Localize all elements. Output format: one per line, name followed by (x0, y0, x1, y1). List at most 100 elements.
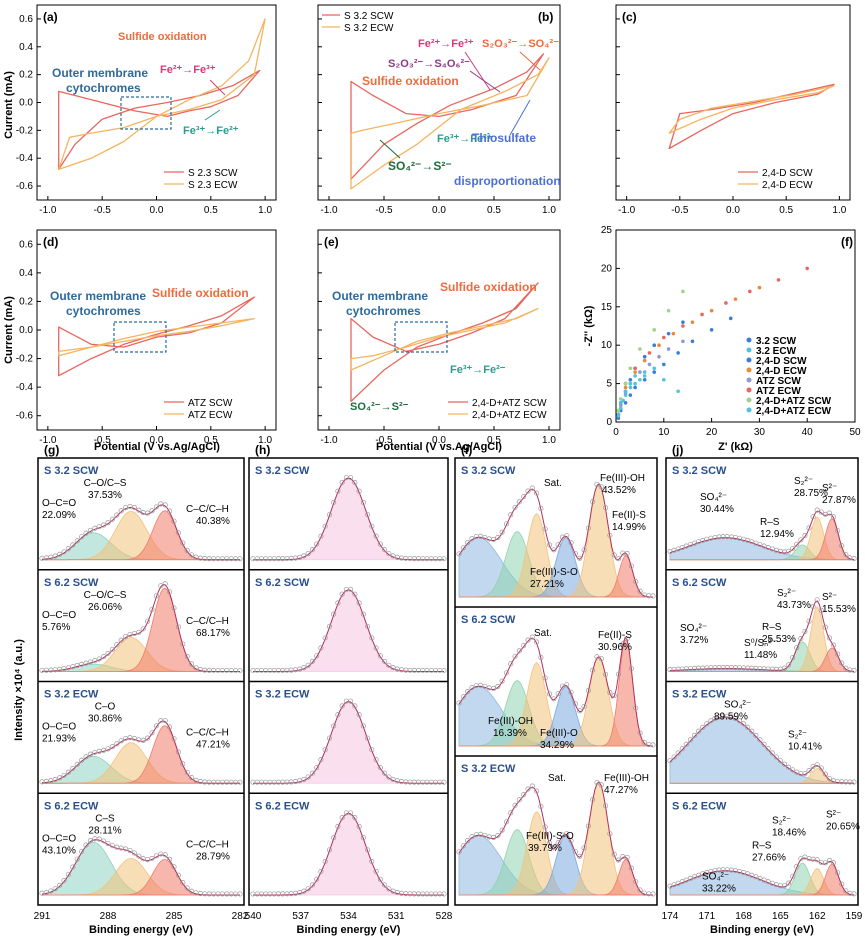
annotation: Fe(III)-OH (600, 473, 645, 484)
raw-point (650, 891, 656, 897)
annotation: C–O (95, 702, 116, 713)
legend-swatch (746, 397, 752, 403)
y-tick-label: 0 (606, 417, 612, 428)
raw-point (39, 667, 45, 673)
raw-point (335, 488, 341, 494)
raw-point (460, 545, 466, 551)
raw-point (482, 534, 488, 540)
raw-point (301, 888, 307, 894)
annotation: 28.75% (794, 488, 828, 499)
data-point (757, 285, 762, 290)
annotation: 30.96% (598, 642, 632, 653)
raw-point (180, 641, 186, 647)
raw-point (52, 553, 58, 559)
x-tick-label: 0.5 (487, 205, 501, 216)
raw-point (131, 630, 137, 637)
raw-point (224, 891, 230, 897)
row-name: S 6.2 ECW (44, 800, 99, 812)
cv-panel-d: -1.0 -0.5 0.0 0.5 1.0 0.6 0.4 0.2 0.0 -0.2 -0.4 -0.… (16, 229, 277, 446)
raw-point (171, 864, 177, 870)
annotation: Fe(III)-OH (604, 773, 649, 784)
y-tick-label: -0.4 (16, 382, 34, 393)
row-name: S 3.2 SCW (461, 465, 516, 477)
raw-point (339, 815, 345, 821)
data-point (748, 289, 752, 294)
x-tick-label: 0.0 (150, 435, 164, 446)
xps-panel-j: S 3.2 SCWS₂²⁻28.75%S²⁻27.87%SO₄²⁻30.44%R… (662, 443, 863, 936)
plot-frame (615, 4, 851, 201)
annotation: S₂O₃²⁻→S₄O₆²⁻ (388, 58, 470, 70)
raw-point (495, 684, 501, 690)
y-tick-label: 20 (601, 263, 613, 274)
raw-point (687, 737, 693, 743)
raw-point (598, 484, 604, 490)
raw-point (211, 891, 217, 897)
raw-point (109, 516, 115, 522)
raw-point (57, 882, 63, 888)
raw-point (228, 779, 234, 785)
annotation: 28.79% (196, 851, 230, 862)
x-tick-label: -1.0 (618, 205, 636, 216)
raw-point (331, 723, 337, 729)
arrow (519, 51, 541, 71)
y-tick-label: 0.2 (19, 70, 33, 81)
raw-point (603, 803, 609, 809)
raw-point (835, 651, 841, 657)
raw-point (219, 556, 225, 562)
raw-point (798, 635, 804, 642)
y-tick-label: 0.2 (19, 296, 33, 307)
raw-point (101, 747, 107, 753)
raw-point (769, 750, 775, 756)
raw-point (585, 525, 591, 531)
raw-point (348, 475, 354, 481)
raw-point (790, 545, 796, 552)
data-point (638, 377, 642, 382)
annotation: S₂²⁻ (772, 815, 791, 826)
annotation: Outer membrane (52, 66, 148, 80)
raw-point (432, 556, 439, 562)
raw-point (228, 667, 234, 674)
raw-point (153, 504, 159, 510)
dashed-box (113, 321, 167, 353)
raw-point (839, 881, 845, 887)
annotation: Fe(II)-S (598, 630, 632, 641)
raw-point (275, 779, 282, 785)
raw-point (456, 551, 462, 557)
data-point (652, 366, 657, 371)
raw-point (360, 611, 366, 617)
raw-point (233, 891, 239, 897)
raw-point (118, 845, 124, 851)
annotation: S²⁻ (826, 809, 841, 820)
x-tick-label: -1.0 (320, 435, 338, 446)
raw-point (646, 891, 652, 897)
raw-point (424, 891, 430, 897)
raw-point (757, 737, 763, 743)
raw-point (331, 499, 337, 506)
raw-point (736, 718, 743, 724)
raw-point (258, 891, 265, 897)
raw-point (460, 694, 466, 700)
annotation: 30.86% (88, 714, 122, 725)
raw-point (490, 536, 497, 543)
x-tick-label: 30 (754, 427, 766, 438)
raw-point (275, 556, 282, 562)
raw-point (482, 683, 488, 689)
raw-point (437, 667, 443, 674)
x-tick-label: 1.0 (258, 205, 272, 216)
raw-point (615, 671, 622, 677)
annotation: Fe(II)-S (612, 510, 646, 521)
raw-point (215, 667, 221, 674)
raw-point (356, 823, 362, 829)
legend-swatch (746, 347, 752, 353)
y-tick-label: 0.0 (19, 98, 33, 109)
raw-point (275, 667, 282, 674)
raw-point (465, 837, 471, 844)
raw-point (284, 891, 290, 897)
raw-point (508, 512, 514, 518)
raw-point (335, 823, 341, 829)
x-tick-label: 1.0 (832, 205, 846, 216)
annotation: Sulfide oxidation (362, 74, 459, 88)
data-point (633, 370, 637, 374)
raw-point (184, 885, 190, 891)
raw-point (309, 547, 315, 553)
